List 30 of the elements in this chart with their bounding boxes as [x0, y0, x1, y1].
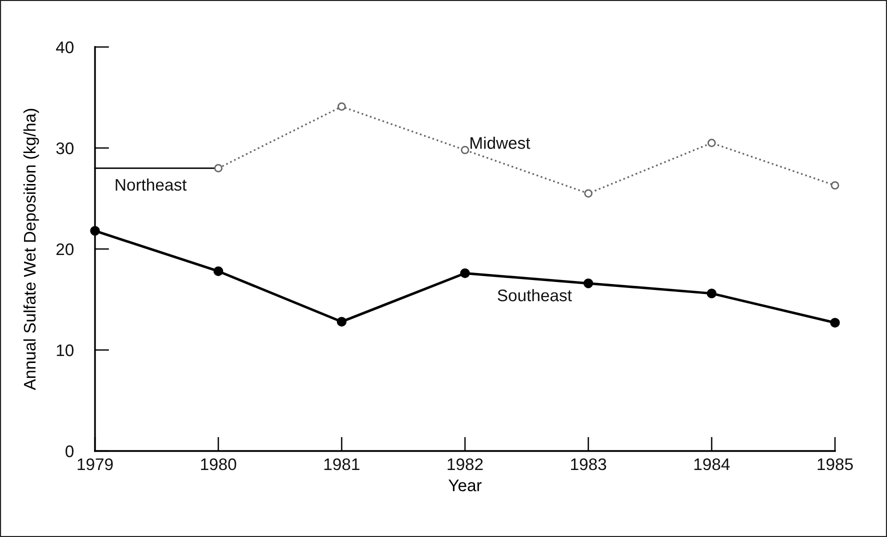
point [338, 102, 346, 111]
series-label: Southeast [498, 289, 572, 302]
x-tick-label: 1979 [78, 458, 113, 470]
x-tick-label: 1980 [201, 458, 236, 470]
y-tick-label: 10 [56, 344, 74, 356]
series-label: Northeast [116, 178, 187, 191]
x-tick-label: 1983 [571, 458, 606, 470]
y-tick-label: 30 [56, 142, 74, 154]
y-axis-title: Annual Sulfate Wet Deposition (kg/ha) [23, 108, 39, 390]
point [706, 288, 717, 298]
series-label: Midwest [470, 136, 530, 149]
x-tick-label: 1981 [324, 458, 360, 470]
point [583, 278, 594, 288]
point [584, 189, 592, 198]
point [830, 318, 840, 328]
point [460, 146, 470, 154]
y-tick-label: 40 [56, 41, 74, 54]
y-tick-label: 0 [66, 445, 74, 458]
point [708, 138, 716, 148]
point [213, 266, 224, 276]
y-tick-label: 20 [56, 243, 74, 256]
point [460, 268, 470, 278]
x-tick-label: 1982 [448, 458, 483, 470]
point [90, 226, 100, 236]
x-tick-label: 1984 [694, 458, 730, 470]
x-tick-label: 1985 [818, 458, 853, 470]
x-axis-title: Year [448, 480, 482, 492]
point [830, 181, 840, 190]
point [336, 316, 347, 327]
point [214, 164, 222, 172]
